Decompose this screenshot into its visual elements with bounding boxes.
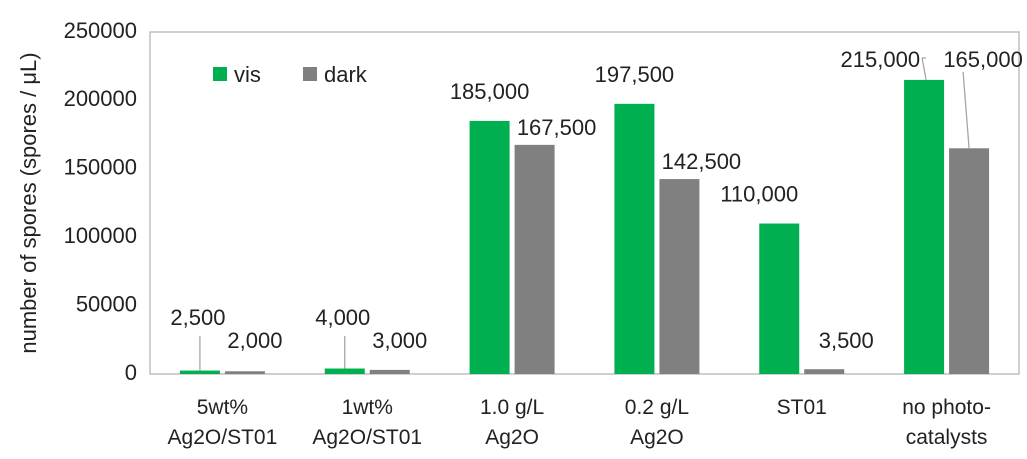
x-tick-label: Ag2O/ST01 [312,426,422,449]
legend-swatch-vis [213,67,227,81]
legend-label-dark: dark [324,62,368,87]
bar-dark [804,369,845,374]
x-tick-label: 5wt% [197,396,248,419]
leader-line [921,57,927,80]
data-label-dark: 3,500 [819,328,874,353]
data-label-dark: 2,000 [227,328,282,353]
x-tick-label: no photo- [902,396,991,419]
bar-dark [659,179,700,374]
data-label-vis: 185,000 [450,79,530,104]
y-tick-label: 0 [125,360,137,385]
data-label-dark: 142,500 [662,149,742,174]
leader-line [962,71,970,149]
legend-swatch-dark [303,67,317,81]
bar-vis [759,223,800,374]
x-axis: 5wt% Ag2O/ST01 1wt% Ag2O/ST01 1.0 g/L Ag2O 0.2… [168,396,991,449]
data-label-vis: 215,000 [841,47,921,72]
y-tick-label: 50000 [76,291,137,316]
y-axis-label: number of spores (spores / μL) [16,52,41,353]
leader-lines [199,57,970,371]
data-label-dark: 3,000 [372,328,427,353]
bar-dark [949,148,990,374]
data-label-dark: 167,500 [517,115,597,140]
data-label-vis: 110,000 [720,182,798,207]
bar-vis [179,370,220,374]
bar-dark [514,144,555,374]
x-tick-label: ST01 [777,396,827,419]
x-tick-label: Ag2O [485,426,539,449]
x-tick-label: catalysts [906,426,988,449]
legend-label-vis: vis [234,62,261,87]
bar-dark [369,369,410,374]
bar-vis [614,103,655,374]
x-tick-label: Ag2O [630,426,684,449]
data-label-vis: 4,000 [315,305,370,330]
y-tick-label: 250000 [64,18,137,43]
data-label-dark: 165,000 [943,47,1023,72]
bar-dark [224,371,265,374]
y-tick-label: 100000 [64,223,137,248]
x-tick-label: Ag2O/ST01 [168,426,278,449]
y-tick-label: 200000 [64,86,137,111]
legend: vis dark [213,62,368,87]
y-axis: 0 50000 100000 150000 200000 250000 [64,18,137,385]
data-label-vis: 2,500 [170,305,225,330]
y-tick-label: 150000 [64,155,137,180]
bar-vis [469,120,510,374]
x-tick-label: 1.0 g/L [480,396,544,419]
plot-area-border [149,31,1020,375]
bar-vis [324,368,365,374]
x-tick-label: 1wt% [342,396,393,419]
bar-vis [904,79,945,374]
bars [179,79,990,374]
x-tick-label: 0.2 g/L [625,396,689,419]
data-label-vis: 197,500 [595,62,675,87]
